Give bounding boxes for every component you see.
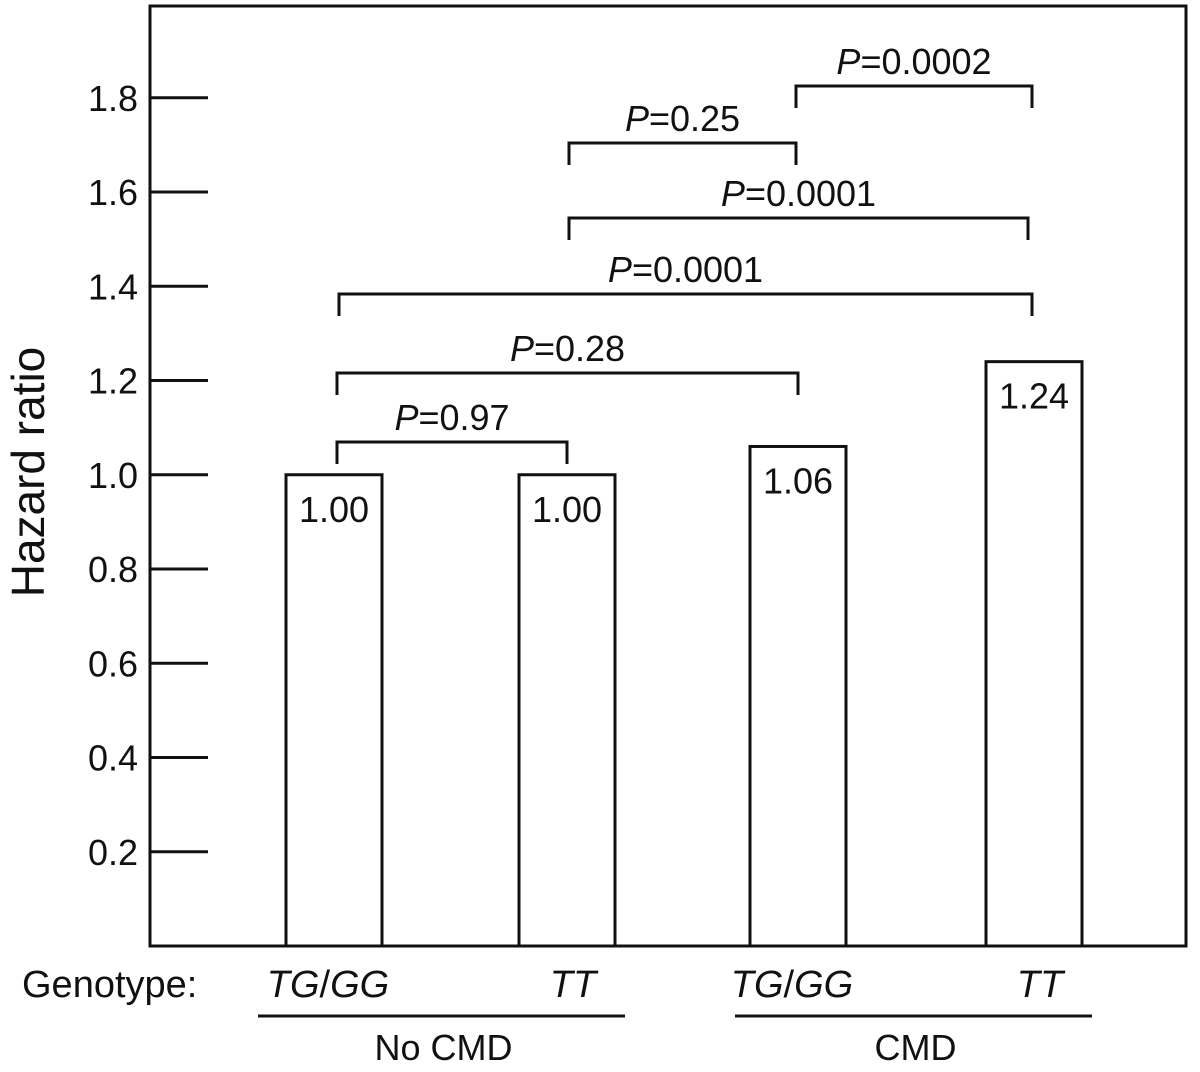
bars: 1.00 1.00 1.06 1.24 — [284, 360, 1084, 948]
p-symbol: P — [608, 249, 632, 290]
comparison-brackets: P=0.97P=0.28P=0.0001P=0.0001P=0.25P=0.00… — [335, 41, 1034, 464]
y-axis: 0.2 0.4 0.6 0.8 1.0 1.2 1.4 1.6 1.8 — [88, 78, 208, 873]
p-value: =0.0002 — [860, 41, 991, 82]
p-value-label: P=0.0001 — [721, 173, 876, 214]
y-tick-label: 1.8 — [88, 78, 138, 119]
p-symbol: P — [510, 328, 534, 369]
bar — [517, 473, 617, 948]
comparison-bracket — [337, 292, 1034, 316]
genotype-part: GG — [794, 964, 853, 1006]
genotype-part: GG — [330, 964, 389, 1006]
genotype-label: Genotype: — [22, 964, 197, 1006]
genotype-tick-label: TT — [550, 964, 599, 1006]
bar-value-label: 1.00 — [532, 489, 602, 530]
p-value: =0.0001 — [745, 173, 876, 214]
genotype-part: / — [784, 964, 795, 1006]
p-value-label: P=0.0001 — [608, 249, 763, 290]
p-value: =0.25 — [649, 98, 740, 139]
p-value: =0.97 — [418, 397, 509, 438]
bar-value-label: 1.24 — [999, 376, 1069, 417]
genotype-tick-label: TG/GG — [267, 964, 389, 1006]
group-label: No CMD — [374, 1027, 512, 1067]
genotype-part: TG — [731, 964, 784, 1006]
bar — [284, 473, 384, 948]
p-symbol: P — [625, 98, 649, 139]
p-symbol: P — [836, 41, 860, 82]
y-tick-label: 0.8 — [88, 549, 138, 590]
p-value-label: P=0.28 — [510, 328, 625, 369]
p-symbol: P — [394, 397, 418, 438]
comparison-bracket — [335, 371, 800, 395]
comparison-bracket — [335, 440, 569, 464]
p-value-label: P=0.97 — [394, 397, 509, 438]
y-tick-label: 0.4 — [88, 738, 138, 779]
group-label: CMD — [875, 1027, 957, 1067]
y-tick-label: 1.6 — [88, 172, 138, 213]
y-tick-label: 0.2 — [88, 832, 138, 873]
p-symbol: P — [721, 173, 745, 214]
genotype-tick-label: TG/GG — [731, 964, 853, 1006]
genotype-part: TG — [267, 964, 320, 1006]
bar — [748, 444, 848, 948]
y-tick-label: 1.2 — [88, 361, 138, 402]
y-tick-label: 1.0 — [88, 455, 138, 496]
p-value-label: P=0.25 — [625, 98, 740, 139]
genotype-part: TT — [1017, 964, 1066, 1006]
comparison-bracket — [794, 84, 1034, 108]
bar-value-label: 1.06 — [763, 460, 833, 501]
y-tick-label: 1.4 — [88, 266, 138, 307]
bar-value-label: 1.00 — [299, 489, 369, 530]
p-value: =0.28 — [534, 328, 625, 369]
genotype-tick-label: TT — [1017, 964, 1066, 1006]
p-value-label: P=0.0002 — [836, 41, 991, 82]
genotype-part: / — [320, 964, 331, 1006]
comparison-bracket — [567, 141, 798, 165]
comparison-bracket — [567, 216, 1030, 240]
y-tick-label: 0.6 — [88, 643, 138, 684]
genotype-part: TT — [550, 964, 599, 1006]
p-value: =0.0001 — [632, 249, 763, 290]
y-axis-label: Hazard ratio — [2, 347, 54, 598]
bar — [984, 360, 1084, 948]
